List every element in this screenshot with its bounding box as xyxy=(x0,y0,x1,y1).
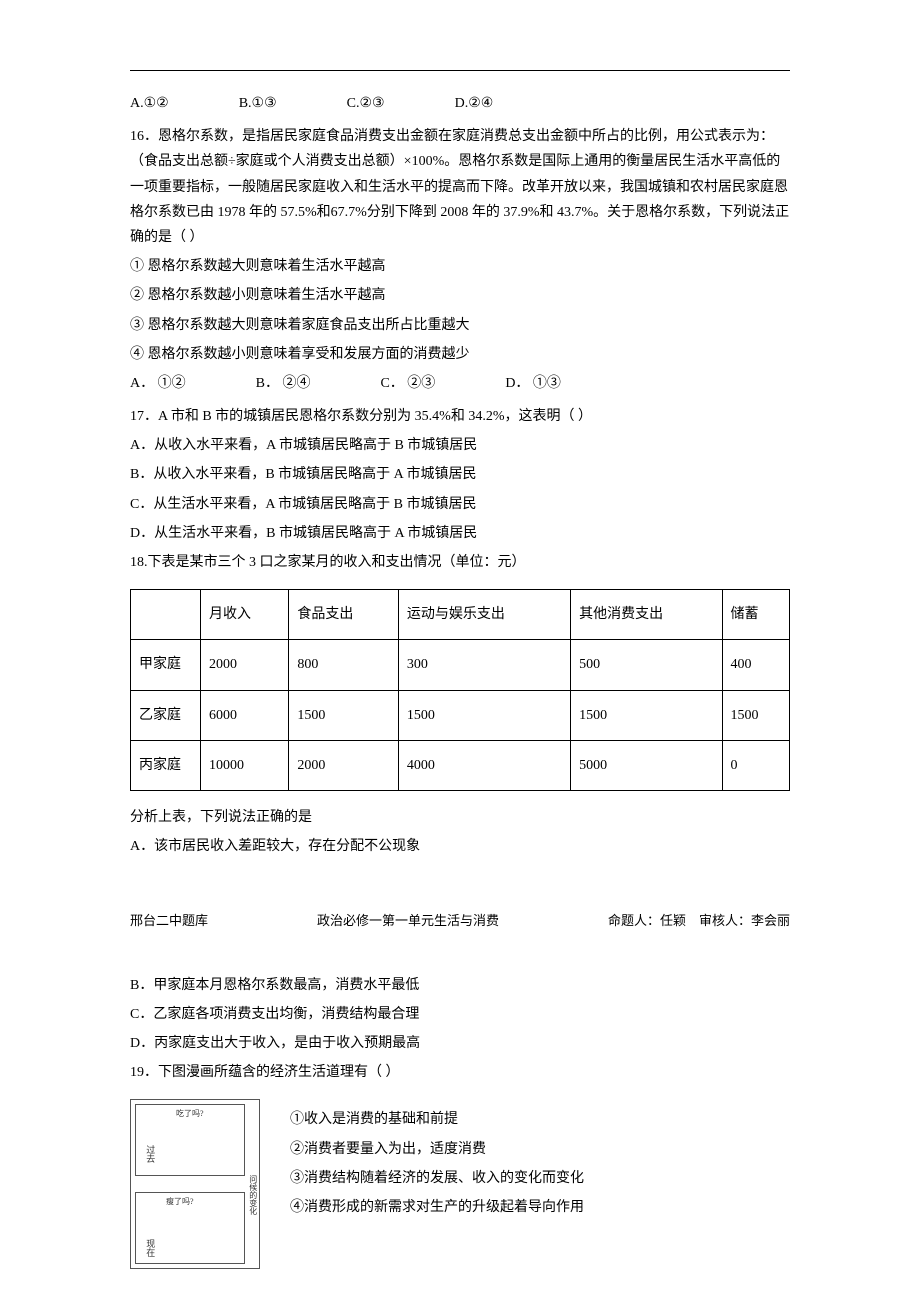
cell: 4000 xyxy=(398,740,570,790)
q17-text: 17．A 市和 B 市的城镇居民恩格尔系数分别为 35.4%和 34.2%，这表… xyxy=(130,404,790,429)
table-header-row: 月收入 食品支出 运动与娱乐支出 其他消费支出 储蓄 xyxy=(131,590,790,640)
cell: 10000 xyxy=(201,740,289,790)
comic-panel-bottom: 瘦了吗? 现在 xyxy=(135,1192,245,1264)
comic-label-now: 现在 xyxy=(142,1239,158,1257)
cell: 甲家庭 xyxy=(131,640,201,690)
th-0 xyxy=(131,590,201,640)
cell: 1500 xyxy=(289,690,398,740)
q16-text: 16．恩格尔系数，是指居民家庭食品消费支出金额在家庭消费总支出金额中所占的比例，… xyxy=(130,124,790,250)
q17-choice-c: C．从生活水平来看，A 市城镇居民略高于 B 市城镇居民 xyxy=(130,492,790,517)
th-4: 其他消费支出 xyxy=(571,590,722,640)
q16-stem-2: ② 恩格尔系数越小则意味着生活水平越高 xyxy=(130,283,790,308)
q18-choice-a: A．该市居民收入差距较大，存在分配不公现象 xyxy=(130,834,790,859)
cell: 6000 xyxy=(201,690,289,740)
q18-analysis: 分析上表，下列说法正确的是 xyxy=(130,805,790,830)
footer-left: 邢台二中题库 xyxy=(130,909,208,932)
footer-reviewer: 审核人：李会丽 xyxy=(699,913,790,928)
q16-option-a: A． ①② xyxy=(130,371,186,396)
cell: 乙家庭 xyxy=(131,690,201,740)
q18-choice-b: B．甲家庭本月恩格尔系数最高，消费水平最低 xyxy=(130,973,790,998)
table-row: 丙家庭 10000 2000 4000 5000 0 xyxy=(131,740,790,790)
q16-stem-4: ④ 恩格尔系数越小则意味着享受和发展方面的消费越少 xyxy=(130,342,790,367)
q16-option-b: B． ②④ xyxy=(256,371,311,396)
cell: 0 xyxy=(722,740,789,790)
table-row: 甲家庭 2000 800 300 500 400 xyxy=(131,640,790,690)
q15-option-b: B.①③ xyxy=(239,91,277,116)
q19-choice-4: ④消费形成的新需求对生产的升级起着导向作用 xyxy=(290,1195,584,1220)
comic-image: 吃了吗? 过去 问候的变化 瘦了吗? 现在 xyxy=(130,1099,260,1269)
cell: 2000 xyxy=(289,740,398,790)
q15-option-d: D.②④ xyxy=(455,91,494,116)
th-1: 月收入 xyxy=(201,590,289,640)
cell: 500 xyxy=(571,640,722,690)
page-footer: 邢台二中题库 政治必修一第一单元生活与消费 命题人：任颖 审核人：李会丽 xyxy=(130,909,790,932)
q17-choice-b: B．从收入水平来看，B 市城镇居民略高于 A 市城镇居民 xyxy=(130,462,790,487)
q15-options: A.①② B.①③ C.②③ D.②④ xyxy=(130,91,790,116)
q16-option-c: C． ②③ xyxy=(380,371,435,396)
q16-options: A． ①② B． ②④ C． ②③ D． ①③ xyxy=(130,371,790,396)
cell: 1500 xyxy=(571,690,722,740)
comic-panel-top: 吃了吗? 过去 xyxy=(135,1104,245,1176)
q19-block: 吃了吗? 过去 问候的变化 瘦了吗? 现在 ①收入是消费的基础和前提 ②消费者要… xyxy=(130,1099,790,1269)
comic-label-past: 过去 xyxy=(142,1145,158,1163)
table-row: 乙家庭 6000 1500 1500 1500 1500 xyxy=(131,690,790,740)
th-3: 运动与娱乐支出 xyxy=(398,590,570,640)
cell: 400 xyxy=(722,640,789,690)
q18-choice-d: D．丙家庭支出大于收入，是由于收入预期最高 xyxy=(130,1031,790,1056)
q16-stem-3: ③ 恩格尔系数越大则意味着家庭食品支出所占比重越大 xyxy=(130,313,790,338)
cell: 5000 xyxy=(571,740,722,790)
cell: 1500 xyxy=(722,690,789,740)
th-5: 储蓄 xyxy=(722,590,789,640)
q19-choice-1: ①收入是消费的基础和前提 xyxy=(290,1107,584,1132)
top-rule xyxy=(130,70,790,71)
q17-choice-a: A．从收入水平来看，A 市城镇居民略高于 B 市城镇居民 xyxy=(130,433,790,458)
cell: 丙家庭 xyxy=(131,740,201,790)
q19-text: 19．下图漫画所蕴含的经济生活道理有（ ） xyxy=(130,1060,790,1085)
comic-bubble-1: 吃了吗? xyxy=(176,1107,204,1121)
q16-option-d: D． ①③ xyxy=(505,371,561,396)
cell: 300 xyxy=(398,640,570,690)
q18-table: 月收入 食品支出 运动与娱乐支出 其他消费支出 储蓄 甲家庭 2000 800 … xyxy=(130,589,790,791)
footer-center: 政治必修一第一单元生活与消费 xyxy=(317,909,499,932)
cell: 800 xyxy=(289,640,398,690)
q19-choices: ①收入是消费的基础和前提 ②消费者要量入为出，适度消费 ③消费结构随着经济的发展… xyxy=(290,1099,584,1224)
q17-choice-d: D．从生活水平来看，B 市城镇居民略高于 A 市城镇居民 xyxy=(130,521,790,546)
q15-option-a: A.①② xyxy=(130,91,169,116)
cell: 2000 xyxy=(201,640,289,690)
cell: 1500 xyxy=(398,690,570,740)
comic-bubble-2: 瘦了吗? xyxy=(166,1195,194,1209)
q16-stem-1: ① 恩格尔系数越大则意味着生活水平越高 xyxy=(130,254,790,279)
q18-text: 18.下表是某市三个 3 口之家某月的收入和支出情况（单位：元） xyxy=(130,550,790,575)
q18-choice-c: C．乙家庭各项消费支出均衡，消费结构最合理 xyxy=(130,1002,790,1027)
th-2: 食品支出 xyxy=(289,590,398,640)
q19-choice-3: ③消费结构随着经济的发展、收入的变化而变化 xyxy=(290,1166,584,1191)
q19-choice-2: ②消费者要量入为出，适度消费 xyxy=(290,1137,584,1162)
comic-side-label: 问候的变化 xyxy=(248,1170,257,1220)
q15-option-c: C.②③ xyxy=(347,91,385,116)
footer-author: 命题人：任颖 xyxy=(608,913,686,928)
